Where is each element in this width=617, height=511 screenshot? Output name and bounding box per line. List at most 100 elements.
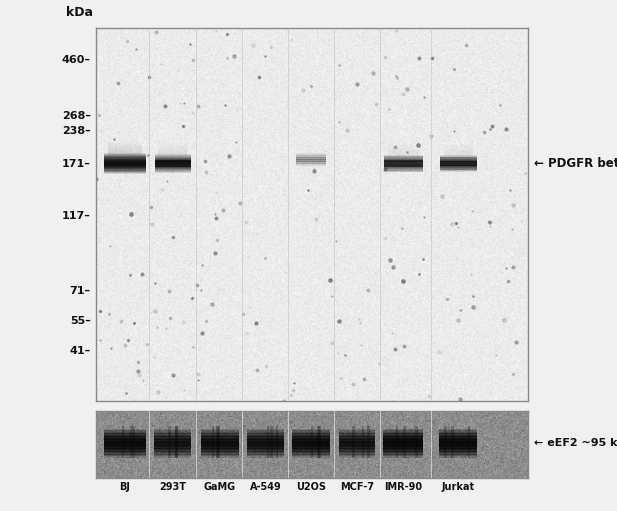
- Bar: [439, 429, 478, 432]
- Bar: [440, 162, 477, 164]
- Bar: [387, 148, 419, 149]
- Bar: [439, 433, 478, 437]
- Bar: [339, 451, 375, 455]
- Bar: [158, 146, 187, 147]
- Bar: [384, 163, 423, 165]
- Bar: [104, 429, 146, 432]
- Bar: [444, 151, 473, 153]
- Bar: [108, 142, 142, 144]
- Bar: [384, 155, 423, 156]
- Bar: [439, 450, 478, 453]
- Bar: [440, 159, 477, 161]
- Bar: [292, 430, 329, 434]
- Bar: [387, 152, 419, 154]
- Bar: [247, 429, 284, 432]
- Bar: [247, 444, 284, 447]
- Bar: [154, 167, 191, 169]
- Bar: [440, 166, 477, 168]
- Bar: [384, 161, 423, 163]
- Bar: [383, 433, 423, 437]
- Bar: [154, 162, 191, 164]
- Bar: [201, 430, 239, 434]
- Bar: [383, 436, 423, 440]
- Bar: [247, 450, 284, 453]
- Bar: [339, 432, 375, 435]
- Bar: [383, 440, 423, 444]
- Bar: [104, 435, 146, 438]
- Bar: [440, 164, 477, 166]
- Bar: [318, 426, 321, 458]
- Text: U2OS: U2OS: [296, 482, 326, 492]
- Bar: [444, 144, 473, 145]
- Bar: [387, 146, 419, 148]
- Bar: [384, 156, 423, 158]
- Bar: [154, 445, 191, 449]
- Bar: [292, 453, 329, 456]
- Bar: [104, 454, 146, 458]
- Bar: [296, 155, 326, 157]
- Text: 460–: 460–: [62, 55, 91, 65]
- Bar: [383, 432, 423, 435]
- Bar: [104, 442, 146, 446]
- Bar: [387, 151, 419, 152]
- Bar: [292, 448, 329, 452]
- Bar: [292, 439, 329, 443]
- Bar: [154, 444, 191, 447]
- Text: 238–: 238–: [62, 126, 91, 136]
- Bar: [154, 432, 191, 435]
- Bar: [154, 439, 191, 443]
- Bar: [383, 442, 423, 446]
- Bar: [292, 445, 329, 449]
- Bar: [247, 447, 284, 450]
- Bar: [201, 442, 239, 446]
- Bar: [108, 146, 142, 147]
- Bar: [154, 454, 191, 458]
- Bar: [384, 159, 423, 161]
- Bar: [384, 159, 423, 161]
- Bar: [201, 451, 239, 455]
- Bar: [384, 162, 423, 164]
- Bar: [292, 440, 329, 444]
- Bar: [175, 426, 178, 458]
- Bar: [383, 454, 423, 458]
- Bar: [384, 158, 423, 160]
- Bar: [133, 426, 135, 458]
- Bar: [104, 171, 146, 173]
- Text: MCF-7: MCF-7: [340, 482, 374, 492]
- Bar: [104, 155, 146, 157]
- Bar: [154, 429, 191, 432]
- Bar: [201, 438, 239, 442]
- Bar: [383, 453, 423, 456]
- Bar: [444, 145, 473, 147]
- Bar: [299, 150, 323, 151]
- Bar: [158, 152, 187, 154]
- Bar: [247, 445, 284, 449]
- Bar: [154, 442, 191, 446]
- Bar: [247, 436, 284, 440]
- Bar: [104, 159, 146, 161]
- Bar: [154, 453, 191, 456]
- Bar: [440, 167, 477, 169]
- Bar: [104, 451, 146, 455]
- Bar: [154, 161, 191, 163]
- Bar: [299, 152, 323, 153]
- Bar: [440, 169, 477, 171]
- Bar: [439, 447, 478, 450]
- Bar: [440, 170, 477, 172]
- Bar: [247, 440, 284, 444]
- Bar: [201, 453, 239, 456]
- Bar: [383, 447, 423, 450]
- Bar: [154, 168, 191, 170]
- Bar: [384, 155, 423, 157]
- Bar: [299, 147, 323, 149]
- Bar: [296, 160, 326, 162]
- Bar: [395, 426, 399, 458]
- Bar: [299, 144, 323, 145]
- Bar: [201, 433, 239, 437]
- Bar: [154, 440, 191, 444]
- Bar: [440, 168, 477, 170]
- Bar: [352, 426, 355, 458]
- Bar: [339, 436, 375, 440]
- Bar: [276, 426, 278, 458]
- Bar: [439, 436, 478, 440]
